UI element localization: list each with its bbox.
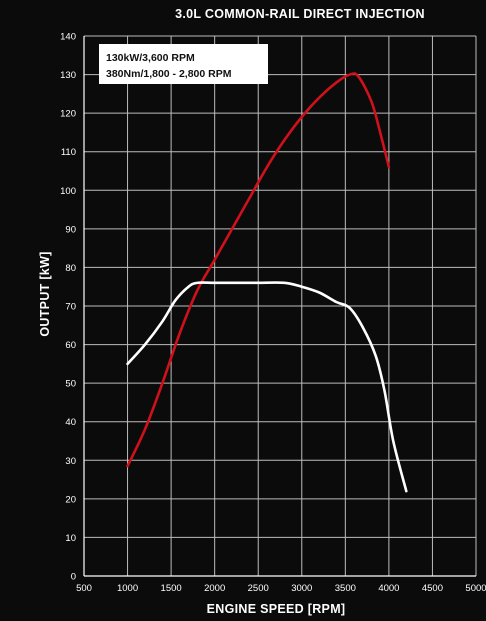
x-tick-label: 4000 [378,583,399,594]
red-output-line [126,72,391,468]
y-tick-label: 60 [65,340,76,351]
y-tick-label: 120 [60,109,76,120]
x-tick-label: 500 [76,583,92,594]
y-tick-label: 70 [65,302,76,313]
y-tick-label: 130 [60,70,76,81]
y-tick-label: 0 [71,572,76,583]
y-tick-label: 40 [65,417,76,428]
x-tick-label: 2000 [204,583,225,594]
series [126,72,408,493]
grid [83,35,477,577]
y-tick-label: 30 [65,456,76,467]
x-tick-label: 2500 [248,583,269,594]
y-tick-label: 50 [65,379,76,390]
x-tick-label: 1500 [161,583,182,594]
white-output-line [126,281,408,493]
y-tick-label: 140 [60,32,76,43]
y-tick-label: 20 [65,494,76,505]
annotation-line-1: 130kW/3,600 RPM [106,52,195,64]
annotation-line-2: 380Nm/1,800 - 2,800 RPM [106,68,232,80]
annotation-background [99,44,268,84]
y-tick-label: 110 [61,147,76,158]
annotation-box: 130kW/3,600 RPM 380Nm/1,800 - 2,800 RPM [99,44,268,84]
tick-labels: 500 1000 1500 2000 2500 3000 3500 4000 4500 5000 0… [60,32,486,595]
y-tick-label: 100 [60,186,76,197]
x-axis-label: ENGINE SPEED [RPM] [207,602,346,616]
y-tick-label: 10 [65,533,76,544]
x-tick-label: 5000 [465,583,486,594]
x-tick-label: 4500 [422,583,443,594]
y-tick-label: 80 [65,263,76,274]
y-tick-label: 90 [65,224,76,235]
y-axis-label: OUTPUT [kW] [38,251,52,336]
x-tick-label: 1000 [117,583,138,594]
chart-title: 3.0L COMMON-RAIL DIRECT INJECTION [175,7,425,21]
axes [83,36,476,577]
x-tick-label: 3500 [335,583,356,594]
x-tick-label: 3000 [291,583,312,594]
